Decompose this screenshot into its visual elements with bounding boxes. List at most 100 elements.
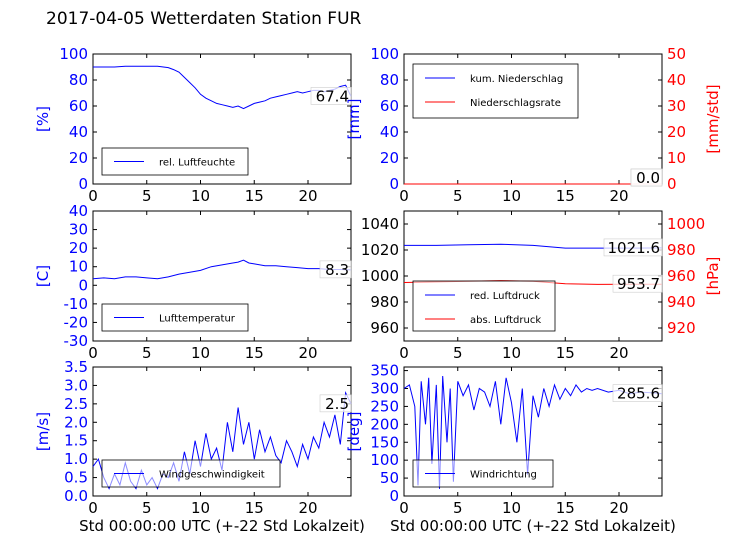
figure-title: 2017-04-05 Wetterdaten Station FUR — [46, 9, 362, 29]
wind-direction-y-tick-label: 0 — [389, 487, 399, 505]
humidity-y-tick-label: 100 — [59, 45, 88, 63]
temperature-y-axis-label: [C] — [34, 265, 52, 287]
precipitation-value-label: 0.0 — [636, 169, 660, 187]
wind-speed-y-tick-label: 0.0 — [64, 487, 88, 505]
precipitation-y2-tick-label: 20 — [667, 123, 686, 141]
wind-speed-x-axis-label: Std 00:00:00 UTC (+-22 Std Lokalzeit) — [79, 517, 365, 535]
pressure-y-tick-label: 980 — [370, 293, 399, 311]
pressure-y2-tick-label: 1000 — [667, 215, 705, 233]
humidity-x-tick-label: 0 — [88, 187, 98, 205]
temperature-y-tick-label: -20 — [64, 313, 89, 331]
temperature-x-tick-label: 15 — [245, 344, 264, 362]
pressure-y-tick-label: 960 — [370, 319, 399, 337]
wind-speed-y-tick-label: 1.0 — [64, 450, 88, 468]
pressure-value-label-box — [612, 274, 663, 293]
pressure-legend-label: abs. Luftdruck — [470, 315, 541, 326]
pressure-y2-tick-label: 920 — [667, 319, 696, 337]
wind-speed-value-label: 2.5 — [325, 395, 349, 413]
humidity-value-label-box — [310, 87, 352, 105]
precipitation-y-tick-label: 0 — [389, 175, 399, 193]
humidity-y-tick-label: 60 — [69, 97, 88, 115]
humidity-x-tick-label: 10 — [191, 187, 210, 205]
temperature-x-tick-label: 20 — [298, 344, 317, 362]
temperature-y-tick-label: 20 — [69, 239, 88, 257]
precipitation-x-tick-label: 10 — [502, 187, 521, 205]
precipitation-x-tick-label: 0 — [399, 187, 409, 205]
precipitation-x-tick-label: 5 — [453, 187, 463, 205]
humidity-x-tick-label: 15 — [245, 187, 264, 205]
wind-speed-y-axis-label: [m/s] — [34, 412, 52, 451]
temperature-x-tick-label: 5 — [142, 344, 152, 362]
wind-direction-y-tick-label: 50 — [380, 469, 399, 487]
humidity-value-label: 67.4 — [316, 87, 349, 105]
temperature-x-tick-label: 0 — [88, 344, 98, 362]
wind-direction-y-tick-label: 250 — [370, 397, 399, 415]
wind-direction-y-tick-label: 350 — [370, 362, 399, 380]
pressure-y2-tick-label: 960 — [667, 267, 696, 285]
wind-speed-x-tick-label: 15 — [245, 499, 264, 517]
wind-direction-y-tick-label: 100 — [370, 451, 399, 469]
wind-speed-y-tick-label: 3.5 — [64, 358, 88, 376]
pressure-y2-axis-label: [hPa] — [704, 257, 722, 296]
precipitation-y-tick-label: 20 — [380, 149, 399, 167]
precipitation-y-tick-label: 80 — [380, 71, 399, 89]
wind-direction-value-label-box — [612, 384, 663, 402]
pressure-x-tick-label: 5 — [453, 344, 463, 362]
humidity-x-tick-label: 5 — [142, 187, 152, 205]
humidity-y-tick-label: 80 — [69, 71, 88, 89]
wind-direction-y-tick-label: 200 — [370, 415, 399, 433]
pressure-value-label-box — [603, 238, 663, 257]
precipitation-legend-box — [412, 63, 579, 119]
wind-direction-plot-frame — [403, 366, 663, 497]
precipitation-y-tick-label: 60 — [380, 97, 399, 115]
wind-direction-x-tick-label: 20 — [609, 499, 628, 517]
wind-direction-value-label: 285.6 — [617, 385, 660, 403]
pressure-x-tick-label: 10 — [502, 344, 521, 362]
temperature-y-tick-label: 10 — [69, 258, 88, 276]
precipitation-y2-tick-label: 10 — [667, 149, 686, 167]
pressure-x-tick-label: 0 — [399, 344, 409, 362]
wind-speed-plot-frame — [92, 366, 352, 497]
pressure-y-tick-label: 1040 — [361, 215, 399, 233]
pressure-y2-tick-label: 980 — [667, 241, 696, 259]
wind-direction-x-axis-label: Std 00:00:00 UTC (+-22 Std Lokalzeit) — [390, 517, 676, 535]
precipitation-y2-tick-label: 40 — [667, 71, 686, 89]
wind-speed-y-tick-label: 0.5 — [64, 469, 88, 487]
temperature-y-tick-label: -30 — [64, 332, 89, 350]
precipitation-value-label-box — [630, 168, 663, 187]
wind-direction-x-tick-label: 0 — [399, 499, 409, 517]
temperature-legend-label: Lufttemperatur — [159, 314, 236, 325]
temperature-y-tick-label: 30 — [69, 221, 88, 239]
wind-speed-x-tick-label: 10 — [191, 499, 210, 517]
humidity-legend-label: rel. Luftfeuchte — [159, 158, 235, 169]
wind-direction-x-tick-label: 5 — [453, 499, 463, 517]
humidity-y-tick-label: 0 — [78, 175, 88, 193]
humidity-y-tick-label: 20 — [69, 149, 88, 167]
pressure-x-tick-label: 20 — [609, 344, 628, 362]
precipitation-y2-tick-label: 50 — [667, 45, 686, 63]
pressure-legend-box — [412, 280, 556, 332]
wind-speed-y-tick-label: 1.5 — [64, 432, 88, 450]
temperature-y-tick-label: -10 — [64, 295, 89, 313]
pressure-y-tick-label: 1000 — [361, 267, 399, 285]
wind-direction-y-tick-label: 300 — [370, 380, 399, 398]
wind-speed-value-label-box — [319, 394, 352, 413]
temperature-value-label-box — [319, 260, 352, 279]
humidity-y-axis-label: [%] — [34, 106, 52, 132]
wind-direction-y-tick-label: 150 — [370, 433, 399, 451]
precipitation-legend-label: kum. Niederschlag — [470, 74, 563, 85]
wind-direction-x-tick-label: 15 — [556, 499, 575, 517]
pressure-value-label: 1021.6 — [608, 239, 661, 257]
pressure-legend-label: red. Luftdruck — [470, 291, 540, 302]
precipitation-legend-label: Niederschlagsrate — [470, 98, 561, 109]
wind-direction-y-axis-label: [deg] — [345, 412, 363, 452]
wind-speed-x-tick-label: 20 — [298, 499, 317, 517]
precipitation-x-tick-label: 15 — [556, 187, 575, 205]
wind-direction-series-line-0 — [403, 375, 663, 489]
wind-speed-x-tick-label: 0 — [88, 499, 98, 517]
humidity-y-tick-label: 40 — [69, 123, 88, 141]
wind-direction-legend-label: Windrichtung — [470, 470, 537, 481]
pressure-value-label: 953.7 — [617, 275, 660, 293]
precipitation-y-axis-label: [mm] — [345, 99, 363, 140]
